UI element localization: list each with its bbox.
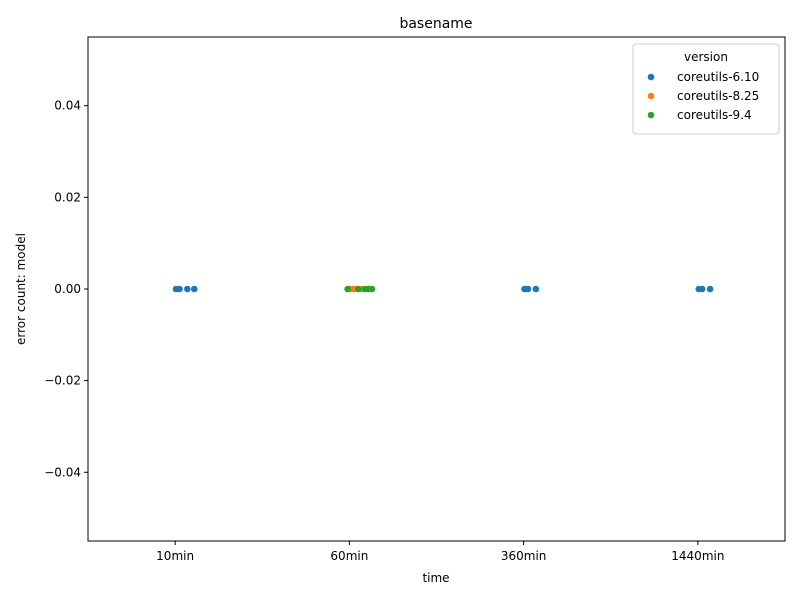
- legend-label: coreutils-9.4: [677, 108, 752, 122]
- legend-label: coreutils-8.25: [677, 89, 759, 103]
- x-axis-label: time: [422, 571, 449, 585]
- data-point: [190, 285, 198, 293]
- axis-ticks: 10min 60min 360min 1440min −0.04 −0.02 0.00 0.0…: [44, 99, 724, 563]
- data-point: [361, 285, 369, 293]
- data-point: [354, 285, 362, 293]
- y-tick-label: 0.00: [54, 282, 81, 296]
- y-axis-label: error count: model: [14, 233, 28, 345]
- data-point: [706, 285, 714, 293]
- legend-marker: [647, 111, 655, 119]
- legend: version coreutils-6.10coreutils-8.25core…: [632, 43, 780, 135]
- data-point: [524, 285, 532, 293]
- data-point: [532, 285, 540, 293]
- data-point: [176, 285, 183, 293]
- legend-marker: [647, 73, 655, 81]
- legend-marker: [647, 92, 655, 100]
- y-tick-label: −0.02: [44, 374, 81, 388]
- x-tick-label: 10min: [156, 549, 194, 563]
- chart-title: basename: [399, 16, 472, 32]
- data-point: [698, 285, 706, 293]
- x-tick-label: 1440min: [671, 549, 724, 563]
- data-point: [368, 285, 376, 293]
- legend-title: version: [684, 50, 728, 64]
- y-tick-label: 0.04: [54, 99, 81, 113]
- data-point: [184, 285, 191, 293]
- x-tick-label: 360min: [501, 549, 547, 563]
- y-tick-label: −0.04: [44, 465, 81, 479]
- y-tick-label: 0.02: [54, 190, 81, 204]
- x-tick-label: 60min: [330, 549, 368, 563]
- legend-label: coreutils-6.10: [677, 70, 759, 84]
- legend-box: [632, 43, 780, 135]
- data-points: [172, 285, 714, 293]
- data-point: [344, 285, 351, 293]
- legend-items: coreutils-6.10 coreutils-8.25 coreutils-9.…: [647, 70, 759, 122]
